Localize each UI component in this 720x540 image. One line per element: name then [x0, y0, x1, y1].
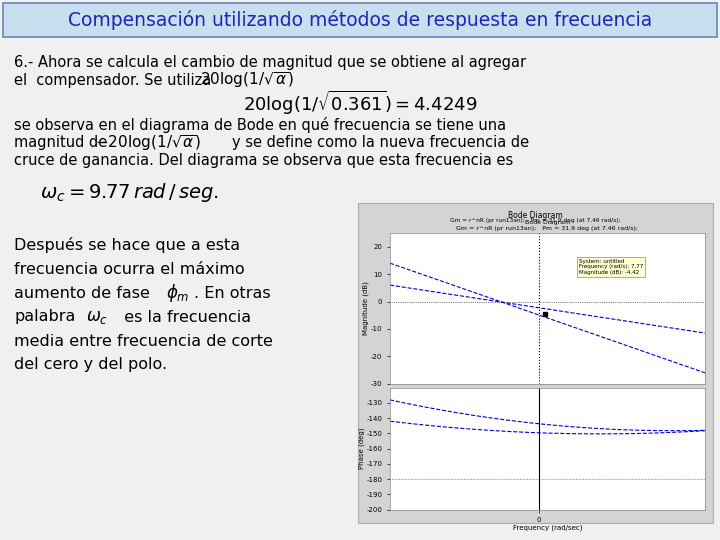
- Text: y se define como la nueva frecuencia de: y se define como la nueva frecuencia de: [232, 136, 529, 151]
- Text: media entre frecuencia de corte: media entre frecuencia de corte: [14, 334, 273, 348]
- Text: $-20\log(1/\sqrt{\alpha})$: $-20\log(1/\sqrt{\alpha})$: [95, 133, 202, 153]
- FancyBboxPatch shape: [358, 203, 713, 523]
- Y-axis label: Magnitude (dB): Magnitude (dB): [363, 281, 369, 335]
- Text: Bode Diagram: Bode Diagram: [508, 211, 563, 220]
- Text: Después se hace que a esta: Después se hace que a esta: [14, 237, 240, 253]
- Text: $20\log(1/\sqrt{0.361}) = 4.4249$: $20\log(1/\sqrt{0.361}) = 4.4249$: [243, 89, 477, 117]
- Text: magnitud de: magnitud de: [14, 136, 107, 151]
- Text: Gm = r^nR (pr run13an);   Pm = 31.9 deg (at 7.46 rad/s);: Gm = r^nR (pr run13an); Pm = 31.9 deg (a…: [450, 218, 621, 223]
- Text: 6.- Ahora se calcula el cambio de magnitud que se obtiene al agregar: 6.- Ahora se calcula el cambio de magnit…: [14, 55, 526, 70]
- Text: es la frecuencia: es la frecuencia: [114, 309, 251, 325]
- Text: frecuencia ocurra el máximo: frecuencia ocurra el máximo: [14, 261, 245, 276]
- Text: Compensación utilizando métodos de respuesta en frecuencia: Compensación utilizando métodos de respu…: [68, 10, 652, 30]
- Text: el  compensador. Se utiliza: el compensador. Se utiliza: [14, 72, 211, 87]
- Text: aumento de fase: aumento de fase: [14, 286, 150, 300]
- Text: System: untitled
Frequency (rad/s): 7.77
Magnitude (dB): -4.42: System: untitled Frequency (rad/s): 7.77…: [579, 259, 643, 275]
- Text: $20\log(1/\sqrt{\alpha})$: $20\log(1/\sqrt{\alpha})$: [200, 70, 294, 90]
- X-axis label: Frequency (rad/sec): Frequency (rad/sec): [513, 524, 582, 531]
- Text: se observa en el diagrama de Bode en qué frecuencia se tiene una: se observa en el diagrama de Bode en qué…: [14, 117, 506, 133]
- Text: cruce de ganancia. Del diagrama se observa que esta frecuencia es: cruce de ganancia. Del diagrama se obser…: [14, 153, 513, 168]
- Text: $\omega_c$: $\omega_c$: [86, 308, 108, 326]
- Text: $\phi_m$: $\phi_m$: [166, 282, 189, 304]
- Text: palabra: palabra: [14, 309, 76, 325]
- Y-axis label: Phase (deg): Phase (deg): [359, 428, 365, 469]
- Text: del cero y del polo.: del cero y del polo.: [14, 357, 167, 373]
- FancyBboxPatch shape: [3, 3, 717, 37]
- Text: . En otras: . En otras: [194, 286, 271, 300]
- Text: $\omega_c = 9.77\,rad\,/\,seg.$: $\omega_c = 9.77\,rad\,/\,seg.$: [40, 180, 219, 204]
- Title: Bode Diagram
Gm = r^nR (pr run13an);   Pm = 31.9 deg (at 7.46 rad/s);: Bode Diagram Gm = r^nR (pr run13an); Pm …: [456, 220, 639, 231]
